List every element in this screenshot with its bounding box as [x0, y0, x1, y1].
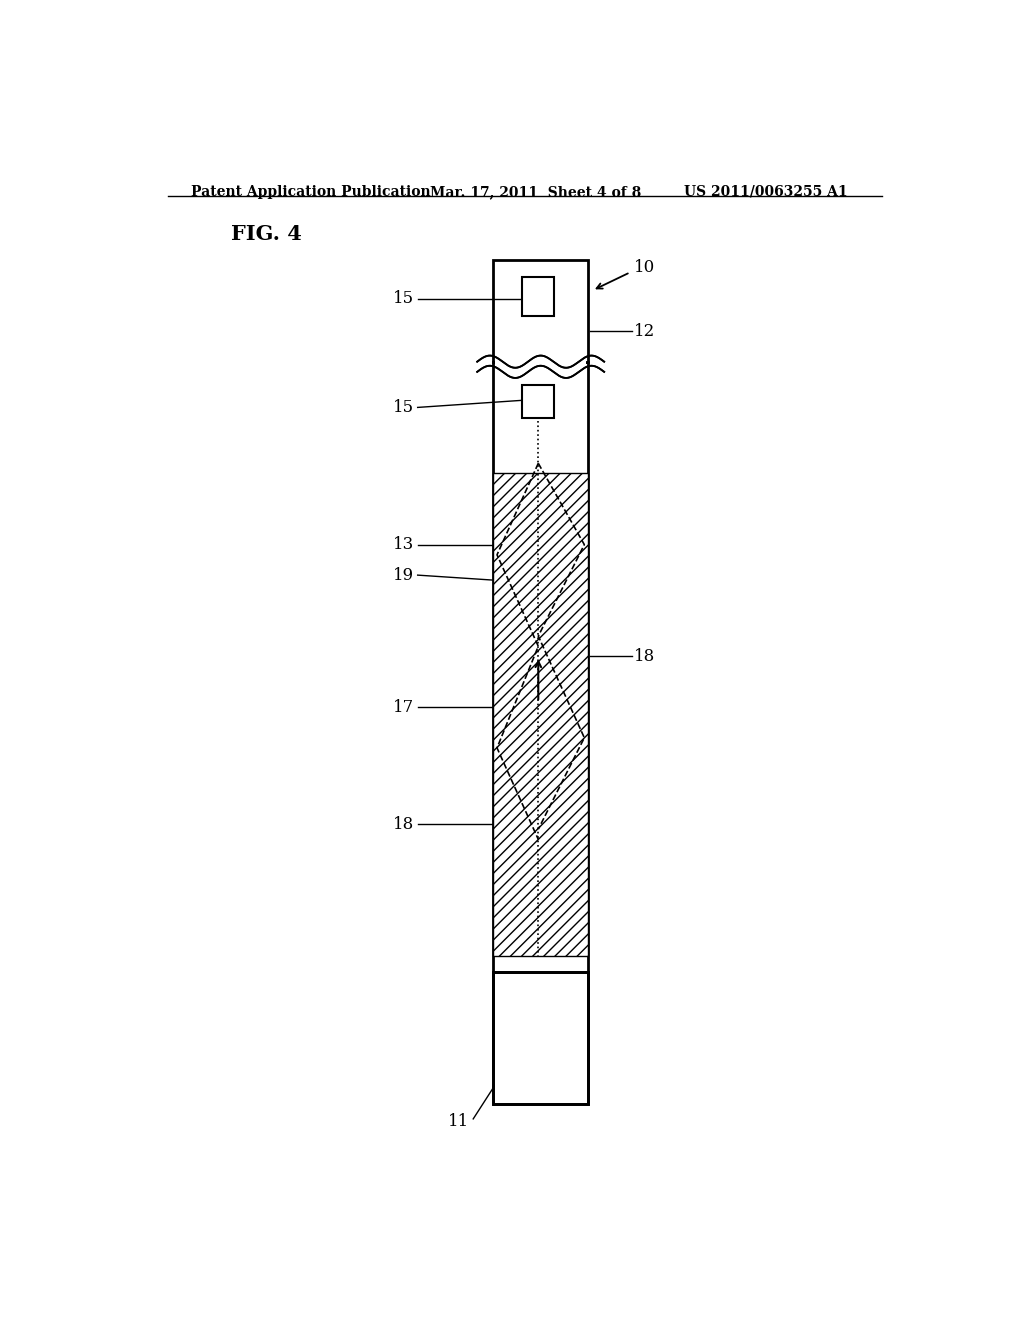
Text: Patent Application Publication: Patent Application Publication [191, 185, 431, 199]
Text: 17: 17 [392, 698, 414, 715]
Bar [494, 474, 589, 956]
Text: 15: 15 [392, 399, 414, 416]
Text: 15: 15 [392, 290, 414, 308]
Text: 12: 12 [634, 322, 655, 339]
Text: Mar. 17, 2011  Sheet 4 of 8: Mar. 17, 2011 Sheet 4 of 8 [430, 185, 641, 199]
Bar [494, 260, 589, 362]
Bar [496, 355, 586, 378]
Bar [495, 974, 587, 1102]
Text: 13: 13 [392, 536, 414, 553]
Bar [494, 972, 589, 1104]
Bar [494, 362, 589, 1073]
Text: FIG. 4: FIG. 4 [231, 224, 302, 244]
Bar [522, 385, 554, 417]
Bar [522, 277, 554, 315]
Text: US 2011/0063255 A1: US 2011/0063255 A1 [684, 185, 847, 199]
Text: 18: 18 [392, 816, 414, 833]
Text: 10: 10 [634, 259, 655, 276]
Text: 18: 18 [634, 648, 655, 665]
Bar [494, 972, 589, 1104]
Bar [494, 474, 589, 956]
Text: 11: 11 [447, 1114, 469, 1130]
Text: 19: 19 [392, 566, 414, 583]
